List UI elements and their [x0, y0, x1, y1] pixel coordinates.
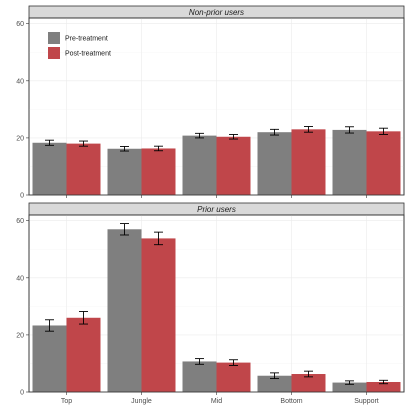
- panel-2-y-tick-label: 60: [16, 218, 24, 225]
- panel-1-bar-post-treatment-bottom: [291, 129, 326, 195]
- panel-1-bar-post-treatment-mid: [216, 136, 251, 195]
- panel-1-bar-post-treatment-support: [366, 131, 401, 195]
- panel-2-bar-pre-treatment-top: [32, 325, 67, 392]
- panel-1-bar-pre-treatment-top: [32, 142, 67, 195]
- panel-1-y-tick-label: 20: [16, 135, 24, 142]
- panel-1-errorbar-post-treatment-support: [379, 127, 388, 135]
- panel-1-strip-label: Non-prior users: [189, 8, 244, 17]
- panel-1-bar-pre-treatment-jungle: [107, 148, 142, 195]
- panel-1-errorbar-post-treatment-jungle: [154, 145, 163, 152]
- panel-2-strip-label: Prior users: [197, 205, 236, 214]
- panel-1-errorbar-pre-treatment-support: [345, 126, 354, 134]
- panel-2-y-tick-label: 40: [16, 275, 24, 282]
- panel-2-bar-post-treatment-bottom: [291, 374, 326, 392]
- panel-1-y-tick-label: 40: [16, 78, 24, 85]
- panel-2-errorbar-post-treatment-support: [379, 379, 388, 385]
- panel-2-errorbar-pre-treatment-support: [345, 380, 354, 385]
- panel-2-errorbar-post-treatment-mid: [229, 359, 238, 366]
- panel-2-y-tick-label: 20: [16, 332, 24, 339]
- panel-2-errorbar-post-treatment-top: [79, 311, 88, 325]
- panel-1-bar-post-treatment-top: [66, 143, 101, 195]
- panel-1-errorbar-post-treatment-bottom: [304, 126, 313, 133]
- panel-2-bar-pre-treatment-bottom: [257, 375, 292, 392]
- panel-2-bar-pre-treatment-jungle: [107, 229, 142, 392]
- panel-1-bar-pre-treatment-bottom: [257, 132, 292, 195]
- panel-1-errorbar-pre-treatment-jungle: [120, 146, 129, 152]
- panel-1-errorbar-pre-treatment-bottom: [270, 128, 279, 136]
- panel-2-bar-post-treatment-support: [366, 382, 401, 392]
- panel-2-x-tick-label: Jungle: [131, 398, 152, 405]
- panel-2-bar-post-treatment-top: [66, 317, 101, 392]
- panel-2-errorbar-pre-treatment-jungle: [120, 223, 129, 236]
- panel-1-errorbar-post-treatment-top: [79, 140, 88, 147]
- panel-1-errorbar-post-treatment-mid: [229, 134, 238, 140]
- panel-1-bar-pre-treatment-support: [332, 129, 367, 195]
- legend-label-post-treatment: Post-treatment: [65, 51, 111, 58]
- panel-2-x-tick-label: Support: [354, 398, 379, 405]
- panel-1-errorbar-pre-treatment-mid: [195, 132, 204, 139]
- panel-2-x-tick-label: Mid: [211, 398, 222, 405]
- panel-2-bar-post-treatment-mid: [216, 362, 251, 392]
- panel-2-errorbar-pre-treatment-mid: [195, 358, 204, 365]
- panel-2-bar-pre-treatment-mid: [182, 361, 217, 392]
- panel-1-errorbar-pre-treatment-top: [45, 139, 54, 146]
- panel-2-x-tick-label: Top: [61, 398, 72, 405]
- panel-1-bar-pre-treatment-mid: [182, 135, 217, 195]
- panel-2-x-tick-label: Bottom: [280, 398, 302, 405]
- panel-2-errorbar-pre-treatment-top: [45, 319, 54, 332]
- legend-key-pre-treatment: [48, 32, 60, 44]
- panel-2-errorbar-post-treatment-bottom: [304, 370, 313, 378]
- panel-1-y-tick-label: 60: [16, 21, 24, 28]
- panel-2-errorbar-pre-treatment-bottom: [270, 372, 279, 380]
- legend-key-post-treatment: [48, 47, 60, 59]
- panel-1-bar-post-treatment-jungle: [141, 148, 176, 195]
- legend-label-pre-treatment: Pre-treatment: [65, 36, 108, 43]
- panel-2-y-tick-label: 0: [20, 390, 24, 397]
- panel-2-bar-pre-treatment-support: [332, 382, 367, 392]
- panel-2-errorbar-post-treatment-jungle: [154, 231, 163, 246]
- panel-2-bar-post-treatment-jungle: [141, 238, 176, 392]
- panel-1-y-tick-label: 0: [20, 193, 24, 200]
